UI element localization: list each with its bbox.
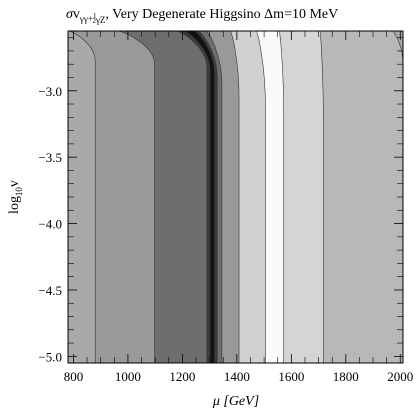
x-tick-label-1000: 1000 [115, 369, 141, 384]
title-v: v [73, 7, 80, 22]
x-tick-label-1400: 1400 [224, 369, 250, 384]
x-tick-label-1800: 1800 [333, 369, 359, 384]
contour-regions [68, 31, 403, 363]
y-label-var: v [7, 180, 22, 187]
title-rest: , Very Degenerate Higgsino Δm=10 MeV [105, 7, 338, 22]
x-tick-label-2000: 2000 [387, 369, 413, 384]
x-axis-label: μ [GeV] [212, 394, 259, 409]
title-frac-den: 2 [92, 17, 96, 25]
title-sigma: σ [66, 7, 74, 22]
y-label-sub: 10 [14, 187, 24, 197]
axis-ticks: 800 1000 1200 1400 1600 1800 2000 −3.0 −3.5 −4.0 −… [38, 31, 413, 384]
y-label-base: log [7, 196, 22, 214]
x-tick-label-800: 800 [64, 369, 84, 384]
title-sub-a: γγ+ [79, 14, 93, 24]
y-tick-label-0: −3.0 [38, 84, 62, 99]
y-tick-label-3: −4.5 [38, 283, 62, 298]
x-tick-label-1600: 1600 [278, 369, 304, 384]
x-tick-label-1200: 1200 [169, 369, 195, 384]
title-sub-b: γZ [95, 15, 105, 25]
y-tick-label-2: −4.0 [38, 217, 62, 232]
y-axis-label: log10v [7, 180, 24, 214]
y-tick-label-4: −5.0 [38, 349, 62, 364]
title-frac-num: 1 [93, 12, 97, 20]
y-tick-label-1: −3.5 [38, 150, 62, 165]
chart-title: σvγγ+1 2γZ, Very Degenerate Higgsino Δm=1… [66, 7, 338, 25]
